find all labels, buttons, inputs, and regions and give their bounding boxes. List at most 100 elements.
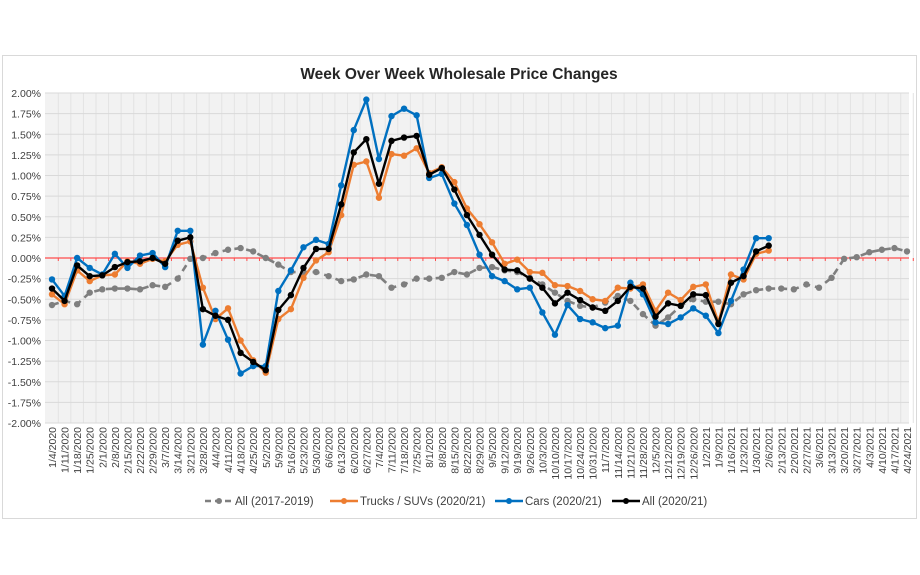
data-point — [300, 274, 307, 281]
x-tick-label: 3/27/2021 — [852, 427, 864, 474]
data-point — [589, 296, 596, 303]
data-point — [526, 275, 533, 282]
x-tick-label: 3/21/2020 — [185, 427, 197, 474]
data-point — [514, 267, 521, 274]
series-cars-2020-21- — [48, 96, 772, 377]
data-point — [337, 201, 345, 208]
x-tick-label: 1/30/2021 — [751, 427, 763, 474]
data-point — [187, 234, 194, 241]
x-tick-label: 10/17/2020 — [563, 427, 575, 480]
data-point — [48, 285, 56, 292]
data-point — [765, 235, 772, 242]
data-point — [275, 306, 282, 314]
data-point — [451, 200, 458, 207]
x-tick-label: 5/30/2020 — [311, 427, 323, 474]
data-point — [337, 277, 345, 285]
x-tick-label: 7/11/2020 — [386, 427, 398, 473]
data-point — [149, 254, 156, 262]
legend-marker — [623, 498, 629, 504]
data-point — [840, 255, 848, 263]
x-tick-label: 6/27/2020 — [361, 427, 373, 474]
x-tick-label: 2/15/2020 — [122, 427, 134, 474]
data-point — [111, 271, 119, 278]
data-point — [551, 282, 559, 289]
data-point — [275, 287, 282, 295]
data-point — [752, 248, 760, 255]
data-point — [413, 275, 420, 282]
x-tick-label: 3/14/2020 — [173, 427, 185, 474]
chart-title: Week Over Week Wholesale Price Changes — [300, 66, 617, 83]
x-tick-label: 10/31/2020 — [588, 427, 600, 480]
data-point — [161, 283, 169, 291]
data-point — [325, 245, 332, 253]
data-point — [677, 296, 684, 304]
data-point — [614, 322, 622, 329]
data-point — [891, 244, 898, 252]
legend-item: All (2017-2019) — [205, 496, 314, 508]
data-point — [715, 329, 722, 337]
data-point — [262, 254, 269, 262]
x-tick-label: 1/25/2020 — [85, 427, 97, 474]
data-point — [727, 271, 735, 278]
data-point — [476, 264, 483, 272]
y-tick-label: -2.00% — [8, 418, 41, 430]
x-tick-label: 3/28/2020 — [198, 427, 210, 474]
x-tick-label: 6/13/2020 — [336, 427, 348, 474]
x-tick-label: 9/26/2020 — [525, 427, 537, 474]
data-point — [564, 289, 571, 296]
data-point — [124, 264, 131, 272]
x-tick-label: 1/16/2021 — [726, 427, 738, 474]
data-point — [224, 336, 232, 343]
data-point — [438, 274, 445, 281]
series-all-2020-21- — [48, 132, 772, 374]
data-point — [501, 277, 508, 285]
data-point — [375, 272, 383, 280]
data-point — [400, 105, 408, 112]
x-tick-label: 1/23/2021 — [739, 427, 751, 474]
data-point — [702, 312, 710, 319]
data-point — [111, 263, 119, 271]
data-point — [149, 282, 156, 289]
legend-label: Cars (2020/21) — [525, 496, 602, 508]
series-line — [51, 98, 769, 375]
y-tick-label: 2.00% — [11, 88, 41, 100]
x-tick-label: 1/9/2021 — [713, 427, 725, 468]
data-point — [727, 297, 735, 305]
data-point — [237, 244, 244, 252]
data-point — [86, 277, 93, 285]
data-point — [476, 251, 483, 258]
data-point — [375, 180, 383, 187]
data-point — [363, 158, 370, 165]
data-point — [237, 349, 244, 357]
x-tick-label: 8/29/2020 — [475, 427, 487, 474]
data-point — [161, 260, 169, 267]
data-point — [488, 251, 496, 258]
data-point — [551, 289, 559, 296]
data-point — [602, 297, 609, 305]
x-tick-label: 2/8/2020 — [110, 427, 122, 468]
data-point — [589, 319, 596, 326]
x-tick-label: 8/8/2020 — [437, 427, 449, 468]
data-point — [451, 268, 458, 276]
data-point — [564, 301, 571, 309]
data-point — [199, 305, 207, 313]
data-point — [451, 178, 458, 186]
data-point — [124, 258, 131, 266]
legend-item: Cars (2020/21) — [495, 496, 602, 508]
legend: All (2017-2019) Trucks / SUVs (2020/21) Ca… — [205, 496, 707, 508]
y-tick-label: -1.25% — [8, 356, 41, 368]
x-tick-label: 5/16/2020 — [286, 427, 298, 474]
data-point — [765, 285, 772, 292]
x-tick-label: 4/3/2021 — [864, 427, 876, 468]
data-point — [815, 284, 823, 291]
x-tick-label: 2/29/2020 — [148, 427, 160, 474]
x-tick-label: 10/10/2020 — [550, 427, 562, 480]
x-tick-label: 3/13/2021 — [827, 427, 839, 474]
data-point — [740, 272, 747, 280]
data-point — [488, 272, 496, 280]
data-point — [174, 237, 181, 244]
plot-area: -2.00% -1.75% -1.50% -1.25% -1.00% -0.75% -0.5… — [8, 88, 914, 480]
y-tick-label: -0.75% — [8, 315, 41, 327]
data-point — [463, 211, 471, 219]
legend-label: All (2017-2019) — [235, 496, 314, 508]
